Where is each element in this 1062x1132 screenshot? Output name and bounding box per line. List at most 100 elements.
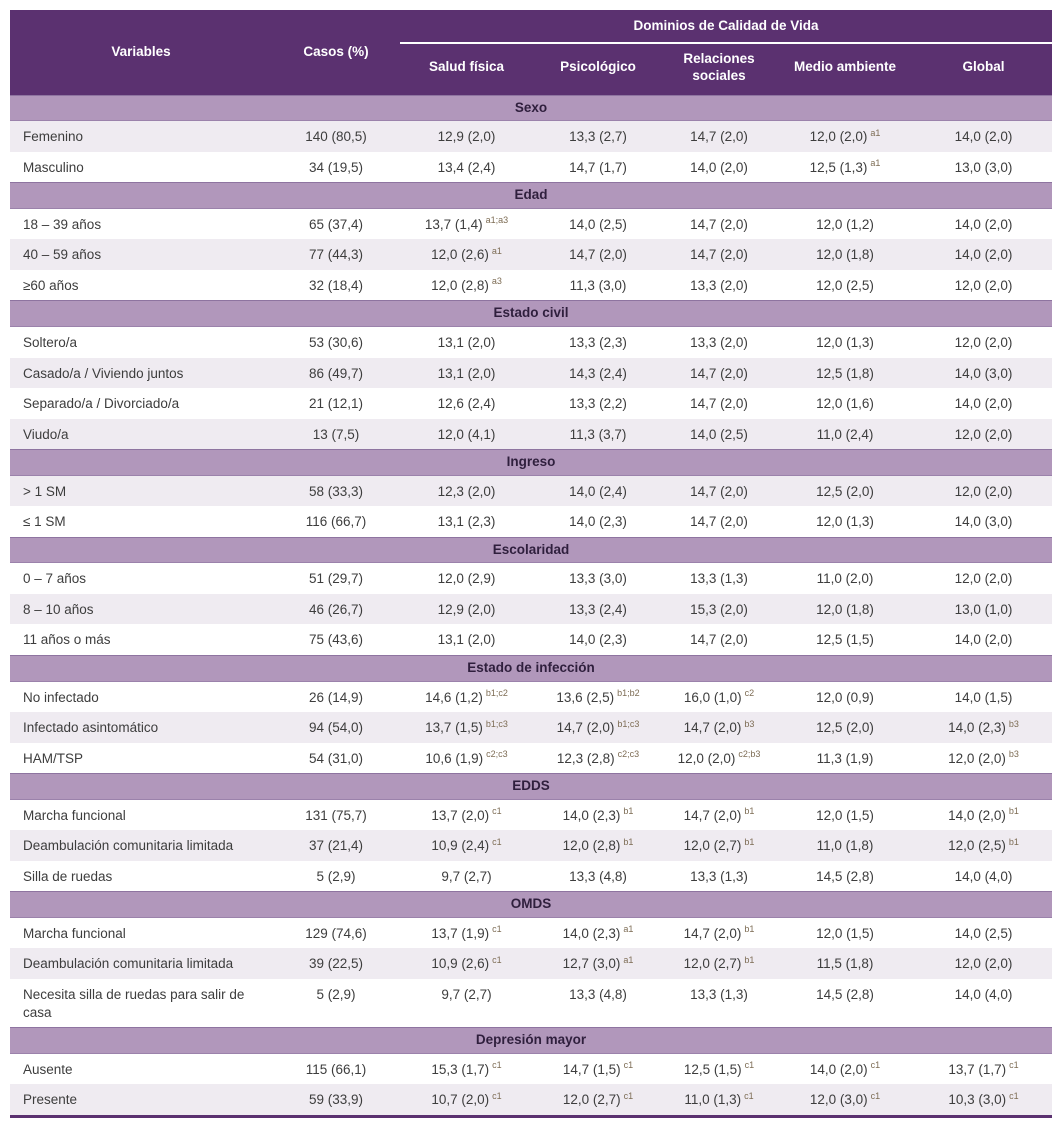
value-cell: 14,0 (2,0) (954, 247, 1013, 263)
value-cell: 12,5 (1,5) (816, 632, 874, 648)
table-row: Separado/a / Divorciado/a 21 (12,1) 12,6 (… (10, 388, 1052, 419)
value-cell: 12,3 (2,0) (437, 483, 496, 499)
table-row: Ausente 115 (66,1) 15,3 (1,7) c1 14,7 (1,5) c… (10, 1053, 1052, 1084)
value-cell: 12,6 (2,4) (437, 396, 496, 412)
value-cell: 14,0 (2,0) (954, 129, 1013, 145)
section-header-row: Sexo (10, 94, 1053, 122)
value-cell: 12,5 (2,0) (816, 483, 874, 499)
value-cell: 12,0 (2,0) (954, 277, 1013, 293)
section-header-row: Depresión mayor (10, 1027, 1053, 1054)
casos-cell: 58 (33,3) (308, 483, 364, 499)
value-cell: 13,1 (2,0) (437, 365, 496, 381)
section-header-label: EDDS (10, 773, 1053, 800)
value-cell: 12,5 (1,3) a1 (809, 158, 881, 175)
header-domains-row: Salud física Psicológico Relaciones soci… (10, 42, 1053, 96)
value-cell: 12,5 (1,8) (816, 365, 874, 381)
value-cell: 13,7 (1,4) a1;a3 (424, 215, 509, 232)
section-header-row: Edad (10, 182, 1053, 209)
value-cell: 14,7 (2,0) b1 (683, 924, 755, 941)
value-cell: 12,3 (2,8) c2;c3 (556, 749, 640, 766)
table-row: HAM/TSP 54 (31,0) 10,6 (1,9) c2;c3 12,3 (2,8… (10, 743, 1052, 774)
table-row: > 1 SM 58 (33,3) 12,3 (2,0) 14,0 (2,4) 14,7 … (10, 475, 1053, 507)
casos-cell: 34 (19,5) (308, 159, 364, 175)
value-cell: 11,3 (3,0) (569, 277, 627, 293)
casos-cell: 94 (54,0) (308, 720, 364, 736)
value-cell: 12,0 (2,0) c2;b3 (677, 749, 761, 766)
value-cell: 15,3 (2,0) (690, 601, 748, 617)
variable-cell: Necesita silla de ruedas para salir de c… (23, 987, 245, 1020)
value-cell: 14,0 (2,0) b1 (948, 806, 1019, 823)
value-cell: 10,3 (3,0) c1 (948, 1090, 1019, 1108)
section-header-row: Estado de infección (10, 655, 1053, 682)
value-cell: 14,0 (2,3) (569, 632, 627, 648)
significance-marker: c1 (1009, 1060, 1019, 1071)
section-header-label: Edad (10, 182, 1053, 209)
variable-cell: Casado/a / Viviendo juntos (23, 365, 184, 381)
value-cell: 12,9 (2,0) (437, 601, 496, 617)
header-group-row: Variables Casos (%) Dominios de Calidad … (10, 10, 1053, 96)
table-row: Marcha funcional 131 (75,7) 13,7 (2,0) c1 14… (10, 799, 1052, 830)
table-row: ≥60 años 32 (18,4) 12,0 (2,8) a3 11,3 (3,0) 1… (10, 270, 1052, 301)
significance-marker: c2;c3 (486, 749, 508, 760)
significance-marker: a3 (491, 276, 502, 287)
value-cell: 13,3 (2,7) (569, 129, 627, 145)
value-cell: 14,7 (2,0) (690, 216, 748, 232)
value-cell: 14,7 (2,0) (690, 514, 748, 530)
section-header-row: OMDS (10, 891, 1053, 918)
significance-marker: c1 (744, 1090, 754, 1101)
value-cell: 14,0 (2,0) (690, 159, 748, 175)
significance-marker: c2 (744, 688, 755, 699)
value-cell: 14,0 (2,3) b3 (948, 718, 1019, 736)
value-cell: 11,5 (1,8) (816, 956, 874, 972)
value-cell: 13,3 (2,4) (569, 601, 627, 617)
value-cell: 14,5 (2,8) (816, 868, 874, 884)
value-cell: 13,3 (2,2) (569, 396, 627, 412)
value-cell: 14,7 (1,7) (569, 159, 627, 175)
value-cell: 13,4 (2,4) (437, 159, 496, 175)
variable-cell: No infectado (23, 689, 99, 705)
significance-marker: c1 (623, 1090, 634, 1101)
value-cell: 14,0 (2,5) (690, 426, 748, 442)
casos-cell: 140 (80,5) (305, 129, 367, 145)
value-cell: 12,0 (1,5) (816, 925, 874, 941)
value-cell: 14,0 (2,5) (954, 925, 1013, 941)
value-cell: 14,0 (2,3) (569, 514, 627, 530)
value-cell: 12,0 (2,0) (954, 571, 1013, 587)
table-row: Silla de ruedas 5 (2,9) 9,7 (2,7) 13,3 (4,8… (10, 861, 1052, 892)
value-cell: 13,3 (4,8) (569, 987, 627, 1003)
casos-cell: 115 (66,1) (305, 1061, 367, 1077)
value-cell: 15,3 (1,7) c1 (431, 1060, 502, 1077)
value-cell: 12,0 (2,6) a1 (431, 245, 502, 263)
value-cell: 14,6 (1,2) b1;c2 (425, 688, 508, 705)
significance-marker: c1 (623, 1060, 634, 1071)
table-row: Deambulación comunitaria limitada 39 (22,… (10, 948, 1053, 980)
variable-cell: ≤ 1 SM (23, 514, 66, 530)
table-row: 11 años o más 75 (43,6) 13,1 (2,0) 14,0 (2,… (10, 624, 1052, 655)
value-cell: 12,0 (1,3) (816, 335, 874, 350)
value-cell: 14,5 (2,8) (816, 987, 874, 1003)
value-cell: 12,0 (0,9) (816, 689, 874, 705)
variable-cell: Ausente (23, 1061, 73, 1077)
significance-marker: b1;c3 (617, 718, 640, 729)
value-cell: 12,0 (3,0) c1 (809, 1090, 881, 1108)
value-cell: 12,0 (2,5) b1 (948, 836, 1019, 854)
value-cell: 13,7 (1,7) c1 (948, 1060, 1019, 1077)
casos-cell: 46 (26,7) (308, 601, 364, 617)
value-cell: 12,9 (2,0) (437, 129, 496, 145)
value-cell: 14,7 (1,5) c1 (562, 1060, 634, 1077)
casos-cell: 39 (22,5) (308, 956, 364, 972)
value-cell: 13,1 (2,0) (437, 632, 496, 648)
value-cell: 12,0 (2,8) b1 (562, 836, 634, 854)
significance-marker: b1 (623, 836, 634, 847)
table-row: Femenino 140 (80,5) 12,9 (2,0) 13,3 (2,7) 14… (10, 120, 1053, 152)
value-cell: 14,7 (2,0) (690, 632, 748, 648)
value-cell: 13,7 (1,5) b1;c3 (425, 718, 508, 736)
value-cell: 11,0 (1,3) c1 (684, 1090, 754, 1108)
significance-marker: b1 (744, 924, 755, 935)
value-cell: 12,0 (2,5) (816, 277, 874, 293)
value-cell: 10,6 (1,9) c2;c3 (425, 749, 508, 766)
value-cell: 12,0 (2,9) (437, 571, 496, 587)
value-cell: 12,0 (4,1) (437, 426, 496, 442)
variable-cell: Separado/a / Divorciado/a (23, 396, 180, 412)
column-header-casos: Casos (%) (272, 10, 400, 96)
